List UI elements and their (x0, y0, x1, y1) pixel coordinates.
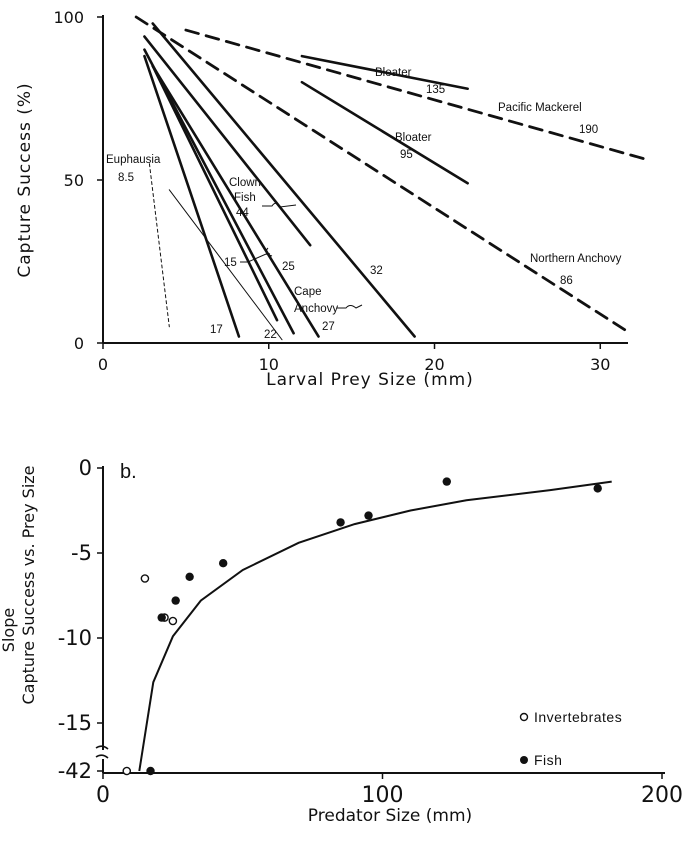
panel-b-x-tick-label: 200 (641, 783, 683, 808)
legend-fish-label: Fish (534, 752, 562, 768)
panel-a-series-name-label: Euphausia (106, 154, 161, 166)
panel-a-series-line (151, 64, 320, 338)
panel-a-y-axis-label: Capture Success (%) (15, 82, 35, 277)
panel-a-series-name-label: Clown (229, 177, 261, 189)
panel-a-series-line (143, 54, 241, 338)
panel-a-x-tick-label: 0 (98, 355, 108, 374)
panel-a-series-line (300, 80, 469, 185)
panel-b-y-tick-label: -10 (58, 626, 92, 650)
panel-a-series-line (143, 35, 312, 247)
panel-a-predator-size-label: 135 (426, 84, 445, 96)
panel-a-series-name-label: Anchovy (294, 303, 338, 315)
panel-b-y-tick-label: -42 (58, 759, 92, 783)
panel-b-y-axis-label-line1: Slope (0, 608, 18, 652)
panel-b-label: b. (120, 461, 137, 483)
panel-a-series-line (168, 189, 283, 341)
panel-b-x-tick-label: 100 (362, 783, 404, 808)
invertebrate-point (122, 766, 132, 776)
panel-a-series-name-label: Bloater (395, 132, 432, 144)
panel-a-y-tick-label: 100 (53, 8, 84, 27)
panel-a-predator-size-label: 32 (370, 265, 383, 277)
legend-invertebrates-label: Invertebrates (534, 709, 622, 725)
panel-b-y-tick-label: 0 (79, 456, 92, 480)
panel-b-y-tick-label: -15 (58, 711, 92, 735)
panel-a-series-name-label: Cape (294, 286, 322, 298)
panel-a-predator-size-label: 86 (560, 275, 573, 287)
fish-point (185, 572, 194, 581)
fish-point (171, 596, 180, 605)
invertebrate-point (168, 616, 178, 626)
panel-a-predator-size-label: 8.5 (118, 172, 134, 184)
panel-b-fit-curve (138, 480, 612, 772)
fish-point (336, 518, 345, 527)
panel-b-axis-break-mark (95, 745, 109, 759)
fish-point (146, 766, 155, 776)
fish-point (218, 559, 228, 568)
panel-a-x-axis-label: Larval Prey Size (mm) (266, 370, 474, 390)
panel-a-series-line (300, 54, 469, 91)
panel-a-prey-size-chart: Larval Prey Size (mm) Capture Success (%… (15, 8, 652, 390)
cape-anchovy-leader-mark (337, 304, 363, 309)
panel-a-predator-size-label: 44 (236, 207, 249, 219)
panel-a-predator-size-label: 15 (224, 257, 237, 269)
fish-point (442, 477, 451, 486)
panel-a-predator-size-label: 27 (322, 321, 335, 333)
panel-a-series-line (143, 48, 295, 335)
panel-a-predator-size-label: 190 (579, 124, 598, 136)
clown-fish-leader-mark (262, 202, 297, 208)
panel-a-x-tick-label: 30 (590, 355, 610, 374)
panel-a-series-line (151, 64, 279, 322)
panel-a-series-line (184, 28, 652, 162)
fish-point (157, 613, 166, 622)
fish-point (593, 484, 602, 493)
panel-a-series-name-label: Bloater (375, 67, 412, 79)
panel-a-series-line (148, 163, 170, 328)
panel-a-series-line (134, 15, 627, 332)
panel-b-y-axis-label-line2: Capture Success vs. Prey Size (19, 465, 38, 704)
panel-a-y-tick-label: 0 (74, 334, 84, 353)
panel-a-y-tick-label: 50 (64, 171, 84, 190)
invertebrate-point (140, 574, 150, 583)
legend-filled-circle-icon (520, 756, 528, 764)
panel-a-series-line (151, 22, 416, 338)
panel-a-predator-size-label: 17 (210, 324, 223, 336)
panel-a-series-name-label: Fish (234, 192, 256, 204)
panel-a-x-tick-label: 20 (424, 355, 444, 374)
panel-a-series-name-label: Pacific Mackerel (498, 102, 582, 114)
panel-b-slope-chart: b. Predator Size (mm) Slope Capture Succ… (0, 456, 683, 826)
panel-b-x-axis-label: Predator Size (mm) (308, 806, 472, 826)
panel-a-predator-size-label: 22 (264, 329, 277, 341)
legend-open-circle-icon (519, 712, 529, 722)
panel-a-series-name-label: Northern Anchovy (530, 253, 622, 265)
panel-a-x-tick-label: 10 (259, 355, 279, 374)
panel-b-legend: Invertebrates Fish (519, 709, 622, 768)
panel-b-x-tick-label: 0 (96, 783, 110, 808)
panel-b-y-tick-label: -5 (71, 541, 92, 565)
fish-point (364, 511, 373, 520)
panel-a-predator-size-label: 25 (282, 261, 295, 273)
aurelia-leader-mark (240, 247, 273, 263)
panel-a-predator-size-label: 95 (400, 149, 413, 161)
